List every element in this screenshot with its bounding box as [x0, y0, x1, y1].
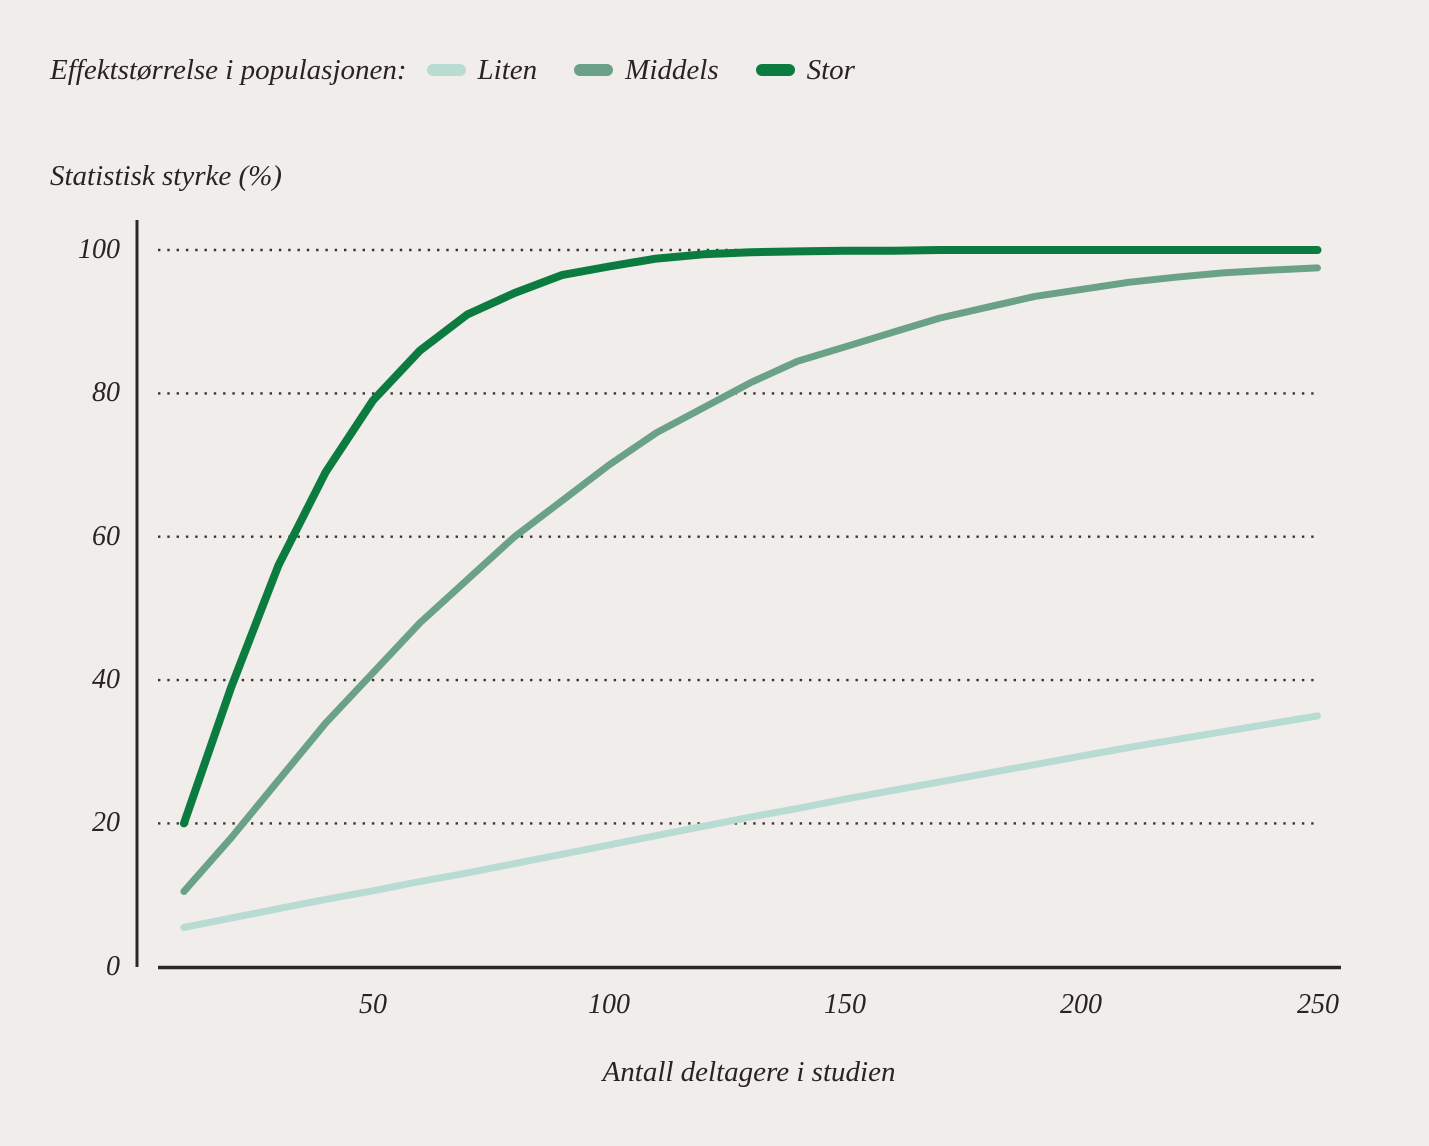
x-tick-200: 200 — [1060, 989, 1102, 1020]
series-line-liten — [180, 712, 1321, 931]
x-tick-50: 50 — [359, 989, 387, 1020]
legend: Effektstørrelse i populasjonen: Liten Mi… — [50, 50, 855, 90]
x-tick-150: 150 — [824, 989, 866, 1020]
middels-swatch-icon — [574, 64, 614, 76]
legend-title: Effektstørrelse i populasjonen: — [50, 54, 407, 86]
y-tick-60: 60 — [92, 521, 120, 552]
y-tick-0: 0 — [106, 951, 120, 982]
x-tick-250: 250 — [1297, 989, 1339, 1020]
stor-swatch-icon — [755, 64, 795, 76]
legend-item-label-middels: Middels — [625, 54, 719, 86]
x-tick-100: 100 — [588, 989, 630, 1020]
y-tick-100: 100 — [78, 234, 120, 265]
legend-item-liten: Liten — [426, 50, 538, 90]
legend-item-label-stor: Stor — [806, 54, 855, 86]
y-tick-80: 80 — [92, 377, 120, 408]
legend-item-middels: Middels — [574, 50, 719, 90]
liten-swatch-icon — [426, 64, 466, 76]
y-tick-20: 20 — [92, 807, 120, 838]
legend-item-label-liten: Liten — [477, 54, 538, 86]
series-line-middels — [180, 264, 1321, 895]
y-axis-title: Statistisk styrke (%) — [50, 160, 282, 192]
series-line-stor — [179, 246, 1322, 828]
y-tick-40: 40 — [92, 664, 120, 695]
legend-item-stor: Stor — [755, 50, 855, 90]
x-axis-title: Antall deltagere i studien — [602, 1056, 896, 1088]
